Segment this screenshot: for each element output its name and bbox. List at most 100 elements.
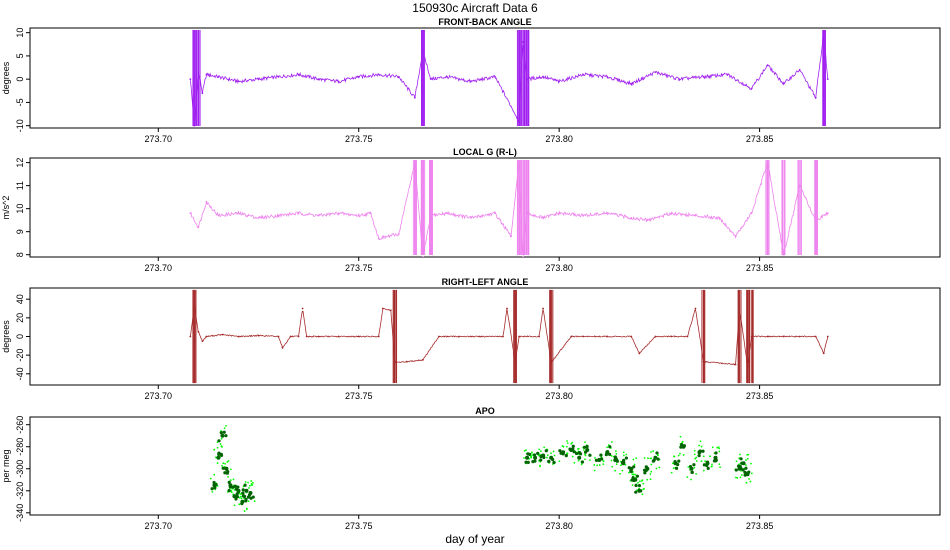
scatter-point-dark — [643, 471, 647, 475]
data-point — [582, 73, 585, 76]
scatter-point-light — [598, 464, 601, 466]
scatter-point-light — [573, 461, 576, 464]
data-point — [458, 335, 460, 338]
scatter-point-dark — [251, 495, 255, 499]
scatter-point-dark — [571, 444, 575, 448]
data-point — [237, 212, 240, 215]
data-point — [630, 335, 633, 338]
scatter-point-dark — [524, 460, 528, 464]
scatter-point-dark — [697, 454, 701, 458]
scatter-point-dark — [676, 463, 680, 467]
scatter-point-light — [602, 463, 605, 466]
scatter-point-light — [693, 466, 696, 469]
data-point — [678, 78, 681, 81]
scatter-point-light — [615, 463, 618, 466]
x-tick-label: 273.75 — [345, 134, 373, 144]
scatter-point-dark — [698, 449, 702, 453]
scatter-point-light — [244, 481, 247, 483]
x-tick-label: 273.85 — [746, 263, 774, 273]
scatter-point-dark — [527, 452, 532, 456]
scatter-point-light — [682, 454, 685, 456]
scatter-point-dark — [243, 483, 247, 487]
scatter-point-light — [702, 469, 705, 472]
scatter-point-light — [693, 453, 696, 456]
scatter-point-dark — [571, 447, 575, 451]
scatter-point-dark — [547, 459, 551, 464]
data-point — [289, 335, 292, 338]
plot-frame — [29, 157, 941, 258]
scatter-point-light — [611, 465, 614, 468]
data-point — [558, 80, 561, 83]
data-point — [654, 71, 657, 74]
scatter-point-light — [739, 476, 742, 479]
scatter-point-dark — [577, 451, 582, 455]
scatter-point-light — [690, 478, 692, 481]
x-tick-label: 273.80 — [545, 521, 573, 531]
data-point — [317, 214, 320, 217]
data-point — [197, 330, 200, 333]
scatter-point-light — [711, 463, 713, 466]
scatter-point-light — [709, 455, 711, 458]
scatter-point-light — [239, 495, 242, 498]
data-point — [702, 75, 705, 78]
data-point — [446, 212, 448, 215]
data-point — [646, 219, 649, 222]
scatter-point-light — [642, 488, 645, 491]
scatter-point-light — [247, 481, 249, 484]
scatter-point-light — [622, 454, 625, 457]
plot-frame — [29, 416, 941, 516]
y-axis-label: degrees — [1, 320, 11, 353]
data-point — [205, 200, 208, 203]
data-point — [522, 256, 524, 257]
y-tick-label: 0 — [15, 77, 25, 82]
scatter-point-dark — [224, 434, 228, 438]
scatter-point-light — [577, 447, 580, 450]
scatter-point-light — [538, 448, 541, 451]
data-point — [630, 216, 633, 219]
data-point — [782, 82, 785, 85]
scatter-point-light — [621, 469, 624, 472]
x-tick-label: 273.70 — [145, 391, 173, 401]
data-point — [542, 75, 545, 78]
scatter-point-dark — [572, 450, 576, 454]
data-point — [405, 360, 408, 363]
scatter-point-light — [734, 476, 737, 479]
scatter-point-light — [646, 478, 649, 481]
scatter-point-dark — [536, 451, 540, 455]
scatter-point-dark — [212, 480, 216, 485]
data-point — [232, 494, 237, 499]
scatter-point-light — [253, 500, 256, 502]
scatter-point-dark — [632, 465, 636, 469]
scatter-point-dark — [228, 485, 232, 489]
scatter-point-light — [631, 473, 634, 476]
data-point — [470, 80, 472, 83]
scatter-point-light — [718, 447, 721, 450]
scatter-point-dark — [706, 466, 710, 470]
scatter-point-light — [558, 460, 561, 463]
data-point — [257, 216, 260, 219]
scatter-point-light — [681, 440, 684, 443]
data-point — [205, 73, 208, 76]
scatter-point-dark — [574, 451, 579, 456]
scatter-point-dark — [622, 460, 626, 464]
data-point — [525, 455, 530, 460]
scatter-point-light — [584, 458, 586, 461]
scatter-point-light — [247, 500, 250, 503]
data-point — [446, 75, 448, 78]
scatter-point-light — [226, 461, 229, 463]
scatter-point-light — [589, 459, 591, 462]
series-line — [190, 34, 829, 124]
scatter-point-light — [746, 457, 749, 460]
scatter-point-light — [216, 446, 219, 449]
data-point — [217, 75, 220, 78]
data-point — [369, 212, 372, 215]
data-point — [510, 235, 512, 238]
scatter-point-light — [700, 460, 703, 463]
scatter-point-light — [213, 448, 216, 451]
scatter-point-light — [631, 484, 634, 487]
data-point — [582, 214, 585, 217]
scatter-point-dark — [692, 463, 696, 467]
series-line — [190, 306, 829, 366]
panel-title: APO — [475, 406, 495, 416]
scatter-point-light — [650, 451, 652, 453]
